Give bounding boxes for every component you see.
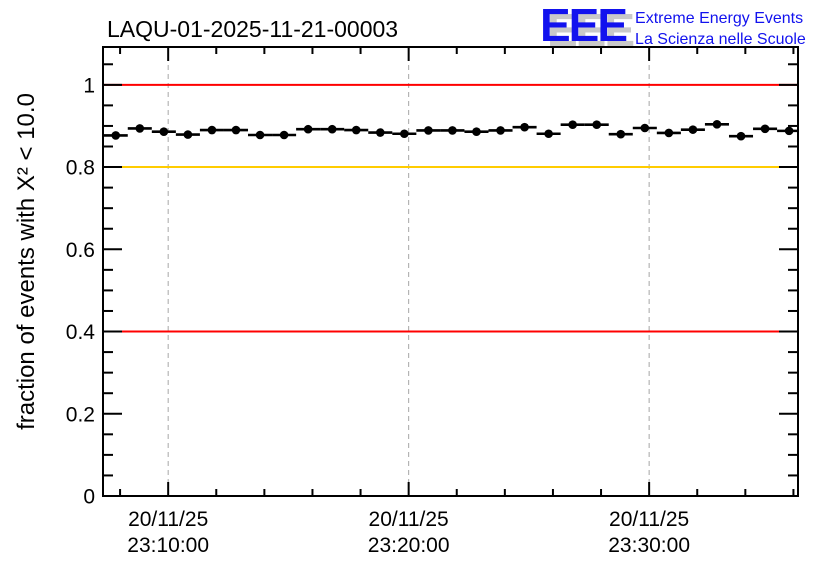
data-point (400, 129, 409, 139)
data-point (496, 126, 505, 135)
x-tick-label-date: 20/11/25 (609, 508, 689, 531)
axis-tick-labels: 0 0.2 0.4 0.6 0.8 1 20/11/25 23:10:00 20/11/25 23… (66, 74, 690, 557)
data-point (544, 129, 553, 139)
axis-ticks (103, 47, 798, 497)
x-tick-label-time: 23:30:00 (608, 534, 690, 557)
plot-frame (102, 46, 799, 497)
data-point (664, 128, 674, 138)
y-tick-label: 0.2 (66, 403, 95, 426)
eee-logo: EEE Extreme Energy Events La Scienza nel… (540, 0, 806, 51)
data-point (135, 124, 145, 133)
data-point (159, 127, 169, 137)
data-point (351, 125, 361, 135)
data-series (103, 120, 798, 141)
data-point (640, 123, 650, 133)
data-point (255, 130, 265, 140)
y-tick-label: 1 (83, 74, 95, 97)
y-tick-label: 0 (83, 486, 95, 509)
data-point (520, 122, 529, 132)
data-point (784, 126, 794, 136)
y-tick-label: 0.6 (66, 239, 95, 262)
data-point (472, 127, 481, 137)
y-axis-title: fraction of events with X² < 10.0 (13, 93, 40, 430)
data-point (375, 128, 385, 137)
x-tick-label-time: 23:20:00 (368, 534, 450, 557)
data-point (568, 120, 577, 130)
eee-logo-text: Extreme Energy Events La Scienza nelle S… (635, 8, 806, 50)
y-tick-label: 0.8 (66, 157, 95, 180)
data-point (736, 131, 746, 141)
y-tick-label: 0.4 (66, 321, 96, 344)
x-tick-label-time: 23:10:00 (127, 534, 209, 557)
eee-logo-line2: La Scienza nelle Scuole (635, 31, 806, 48)
data-point (448, 126, 457, 135)
data-point (327, 124, 337, 134)
data-point (760, 124, 770, 134)
data-point (688, 125, 698, 134)
gridlines (167, 47, 650, 496)
data-point (424, 126, 433, 135)
data-point (592, 120, 602, 130)
eee-logo-acronym: EEE (540, 0, 628, 51)
reference-lines (103, 83, 798, 333)
x-tick-label-date: 20/11/25 (369, 508, 449, 531)
data-point (231, 125, 241, 135)
data-point (183, 130, 193, 139)
data-point (616, 129, 626, 139)
x-tick-label-date: 20/11/25 (128, 508, 208, 531)
data-point (303, 124, 313, 134)
data-point (111, 131, 121, 140)
data-point (279, 130, 289, 140)
data-point (207, 125, 217, 135)
eee-logo-line1: Extreme Energy Events (635, 10, 804, 27)
data-point (712, 120, 722, 129)
chart-title: LAQU-01-2025-11-21-00003 (107, 16, 399, 42)
